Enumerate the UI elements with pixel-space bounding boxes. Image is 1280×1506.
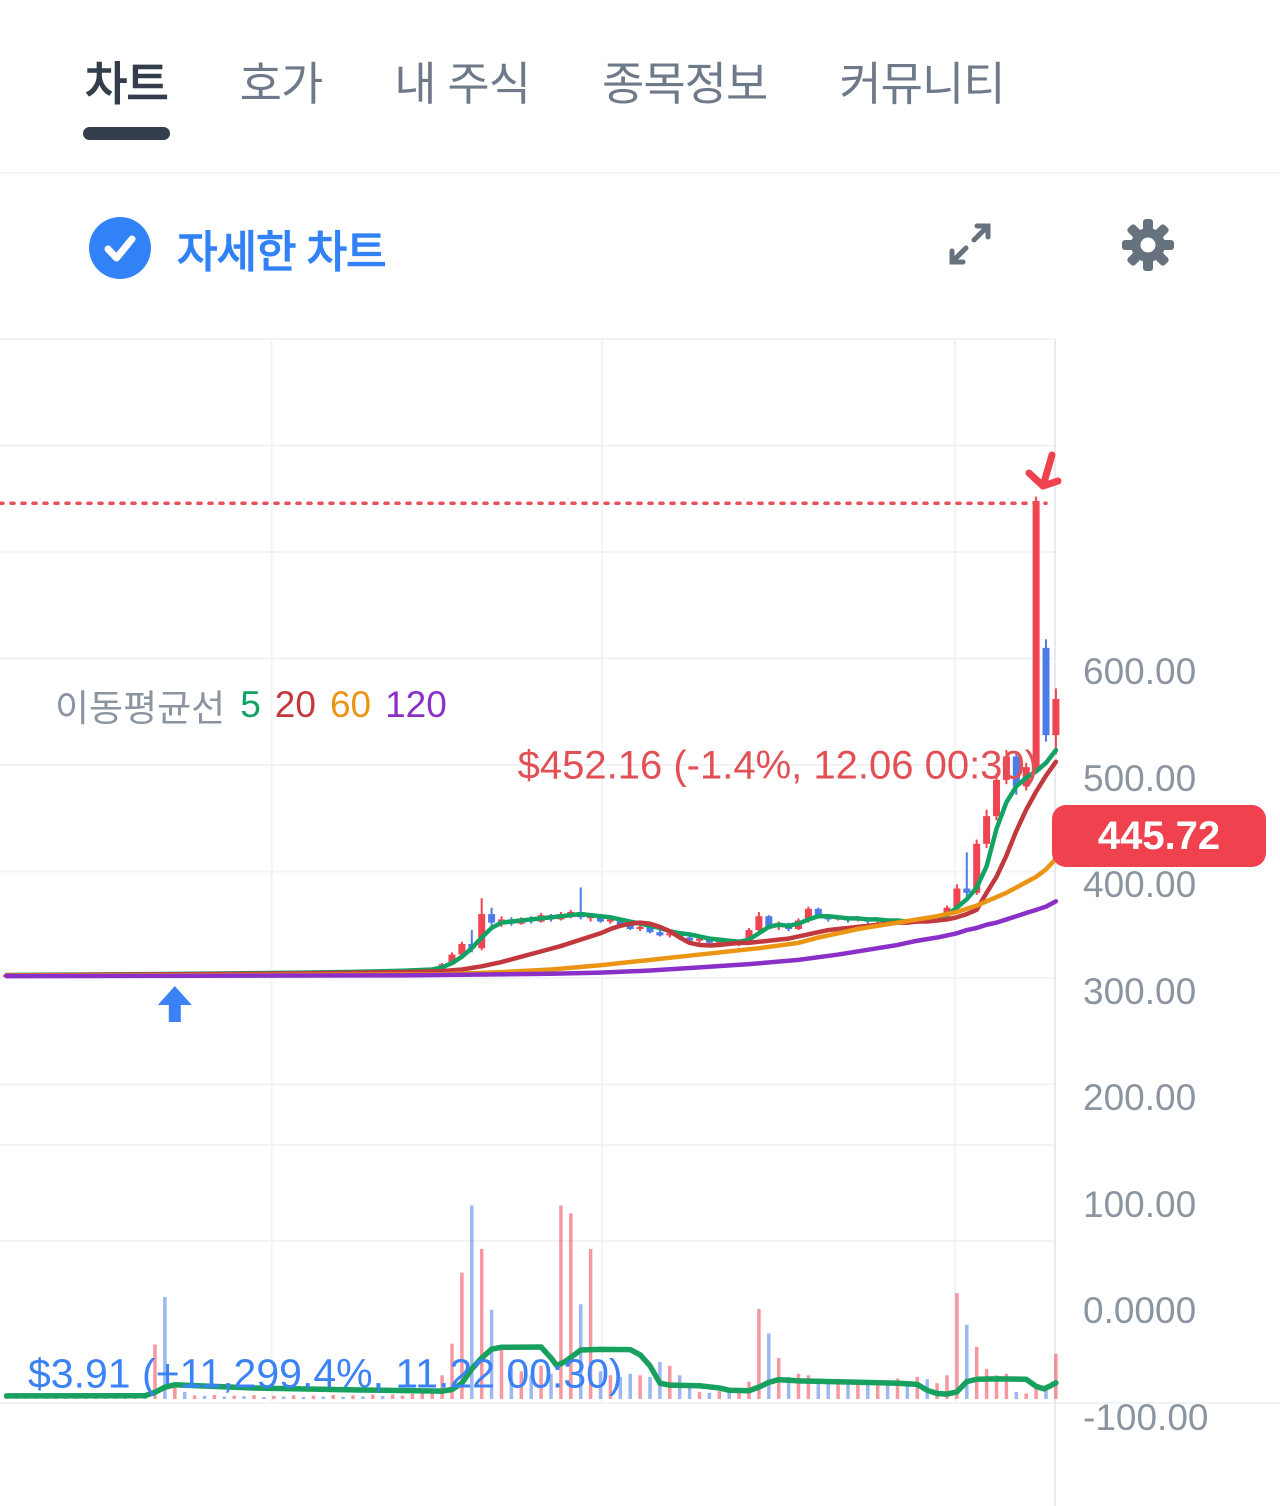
ma-legend-120: 120	[385, 684, 447, 725]
low-price-annotation: $3.91 (+11,299.4%, 11.22 00:30)	[28, 1350, 623, 1397]
ma-legend: 이동평균선 5 20 60 120	[55, 678, 447, 732]
price-tick--100.00: -100.00	[1083, 1396, 1209, 1438]
low-arrow-icon	[157, 986, 192, 1022]
high-arrow-icon	[1025, 451, 1062, 490]
price-tick-400.00: 400.00	[1083, 864, 1197, 905]
tab-5[interactable]: 커뮤니티	[839, 58, 1005, 110]
expand-icon[interactable]	[944, 218, 996, 270]
detailed-chart-label: 자세한 차트	[177, 228, 387, 277]
settings-gear-icon[interactable]	[1120, 217, 1176, 273]
price-tick-100.00: 100.00	[1083, 1183, 1197, 1225]
price-tick-200.00: 200.00	[1083, 1077, 1197, 1118]
detailed-chart-toggle[interactable]: 자세한 차트	[89, 216, 387, 280]
high-price-annotation: $452.16 (-1.4%, 12.06 00:30)	[517, 743, 1038, 788]
tab-bar: 차트 호가 내 주식 종목정보 커뮤니티	[83, 48, 1006, 140]
tab-2[interactable]: 호가	[239, 58, 324, 110]
price-tick-0.0000: 0.0000	[1083, 1290, 1197, 1331]
ma-legend-title: 이동평균선	[55, 688, 226, 729]
ma-legend-60: 60	[329, 684, 372, 725]
price-tick-500.00: 500.00	[1083, 757, 1197, 799]
tab-1[interactable]: 차트	[83, 48, 170, 140]
price-tick-600.00: 600.00	[1083, 651, 1197, 692]
price-tick-300.00: 300.00	[1083, 970, 1197, 1012]
tab-divider	[0, 172, 1280, 174]
chart-canvas[interactable]: 이동평균선 5 20 60 120 $452.16 (-1.4%, 12.06 00:…	[0, 333, 1280, 1506]
ma-legend-20: 20	[274, 684, 316, 725]
volume-label: 거래량 (20)	[57, 1498, 235, 1506]
tab-4[interactable]: 종목정보	[602, 58, 768, 110]
tab-3[interactable]: 내 주식	[394, 58, 531, 110]
check-circle-icon	[89, 217, 151, 279]
candlestick-chart	[0, 338, 1280, 1506]
last-price-badge: 445.72	[1052, 805, 1266, 868]
ma-legend-5: 5	[240, 684, 261, 725]
ma-legend-values: 5 20 60 120	[240, 684, 447, 726]
